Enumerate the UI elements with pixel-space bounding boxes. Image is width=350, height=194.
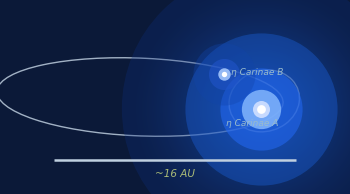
Point <box>221 72 227 75</box>
Point <box>221 72 227 75</box>
Point <box>258 107 264 110</box>
Point <box>258 107 264 110</box>
Point <box>221 72 227 75</box>
Text: η Carinae B: η Carinae B <box>231 68 284 77</box>
Point <box>258 107 264 110</box>
Point <box>258 107 264 110</box>
Point <box>258 107 264 110</box>
Text: η Carinae A: η Carinae A <box>226 119 278 128</box>
Point <box>221 72 227 75</box>
Text: ~16 AU: ~16 AU <box>155 169 195 178</box>
Point <box>258 107 264 110</box>
